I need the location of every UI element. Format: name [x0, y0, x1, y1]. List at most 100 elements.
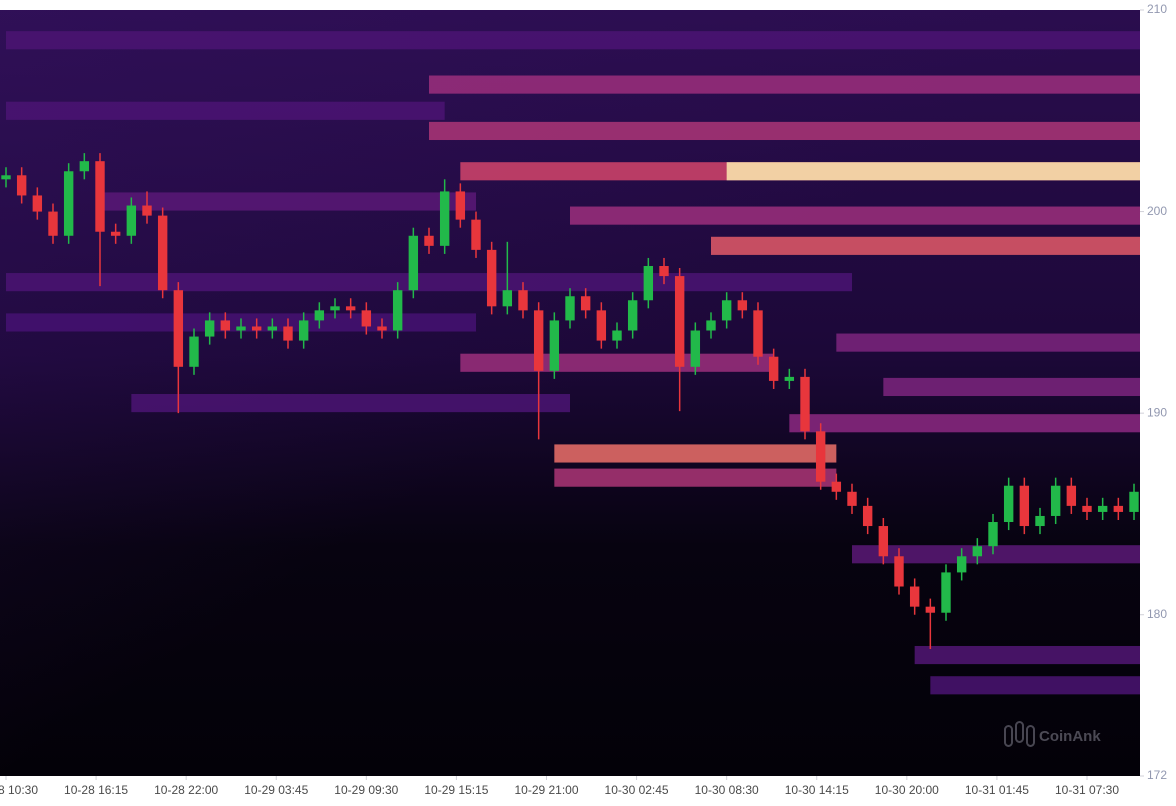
candle-body [721, 300, 732, 321]
candle-body [831, 481, 842, 492]
candle-body [753, 310, 763, 357]
candle-body [549, 320, 560, 371]
x-tick-label: 10-30 20:00 [875, 783, 939, 797]
heat-band [554, 468, 837, 487]
candle-body [768, 356, 779, 381]
candle-body [283, 326, 293, 341]
candle-body [424, 235, 434, 246]
candle-body [862, 505, 873, 527]
candle-body [392, 290, 403, 331]
candle-body [784, 376, 795, 381]
heat-band [789, 414, 1140, 433]
candle-body [565, 296, 575, 321]
axes: 172 180 190 200 210 10-28 10:30 10-28 16:15 10-… [0, 2, 1167, 797]
candle-body [674, 276, 685, 367]
heat-band [554, 444, 837, 463]
candle-body [486, 249, 497, 307]
heat-band [570, 206, 1140, 225]
candle-body [361, 310, 372, 327]
heat-band [726, 162, 1140, 181]
candle-body [1050, 485, 1061, 516]
candle-body [173, 290, 184, 367]
candle-body [925, 606, 936, 613]
watermark-icon [1026, 725, 1035, 747]
candle-body [1097, 505, 1108, 512]
candle-body [909, 586, 920, 607]
candle-body [439, 191, 450, 246]
candle-body [878, 526, 889, 557]
candle-body [63, 171, 74, 236]
candle-body [408, 235, 419, 291]
heat-band [6, 31, 1140, 50]
candle-body [690, 330, 701, 367]
candle-body [1113, 505, 1124, 512]
candle-body [330, 306, 340, 311]
candle-body [643, 266, 654, 301]
candle-body [1, 175, 11, 180]
candle-body [471, 219, 481, 250]
x-tick-label: 10-31 01:45 [965, 783, 1029, 797]
candle-body [800, 376, 810, 432]
candle-body [1035, 515, 1045, 527]
candle-body [204, 320, 215, 337]
heat-band [429, 75, 1140, 94]
x-tick-label: 10-30 02:45 [605, 783, 669, 797]
watermark-text: CoinAnk [1039, 728, 1101, 745]
candle-body [455, 191, 466, 220]
x-tick-label: 10-30 08:30 [695, 783, 759, 797]
candle-body [533, 310, 544, 371]
candle-body [894, 556, 904, 587]
x-tick-label: 10-29 15:15 [424, 783, 488, 797]
candle-body [377, 326, 387, 331]
candle-body [706, 320, 716, 331]
candle-body [1003, 485, 1014, 523]
candle-body [596, 310, 607, 341]
watermark-icon [1015, 721, 1024, 743]
x-tick-label: 10-31 07:30 [1055, 783, 1119, 797]
y-tick-label: 200 [1147, 204, 1167, 218]
heat-band [100, 192, 476, 211]
candle-body [1066, 485, 1077, 506]
heat-band [883, 377, 1140, 397]
candle-body [737, 300, 748, 311]
candle-body [1082, 505, 1092, 512]
candle-body [298, 320, 309, 341]
candle-body [659, 266, 669, 277]
y-tick-label: 210 [1147, 2, 1167, 16]
candle-body [220, 320, 231, 331]
heat-band [460, 353, 774, 372]
candle-body [32, 195, 43, 212]
heat-band [930, 676, 1140, 695]
x-tick-label: 10-29 21:00 [514, 783, 578, 797]
candle-body [1129, 491, 1139, 512]
candle-body [345, 306, 356, 311]
candle-body [612, 330, 622, 341]
candle-body [48, 211, 58, 236]
candle-body [1019, 485, 1030, 527]
candle-body [580, 296, 591, 311]
candle-body [79, 161, 90, 172]
candle-body [988, 522, 998, 547]
y-tick-label: 172 [1147, 768, 1167, 782]
candle-body [16, 175, 27, 196]
candle-body [95, 161, 105, 232]
candle-body [502, 290, 513, 307]
candle-body [126, 205, 137, 236]
candles [1, 153, 1139, 650]
heat-band [711, 236, 1140, 255]
x-tick-label: 10-28 22:00 [154, 783, 218, 797]
candle-body [941, 572, 951, 613]
watermark-icon [1004, 725, 1013, 747]
x-tick-label: 10-29 09:30 [334, 783, 398, 797]
y-tick-label: 180 [1147, 607, 1167, 621]
x-tick-label: 10-30 14:15 [785, 783, 849, 797]
heat-band [131, 394, 571, 413]
candle-body [972, 546, 983, 557]
candle-body [815, 431, 826, 482]
heat-band [6, 101, 445, 120]
heat-band [914, 645, 1140, 665]
x-tick-label: 10-28 16:15 [64, 783, 128, 797]
x-tick-label: 10-29 03:45 [244, 783, 308, 797]
